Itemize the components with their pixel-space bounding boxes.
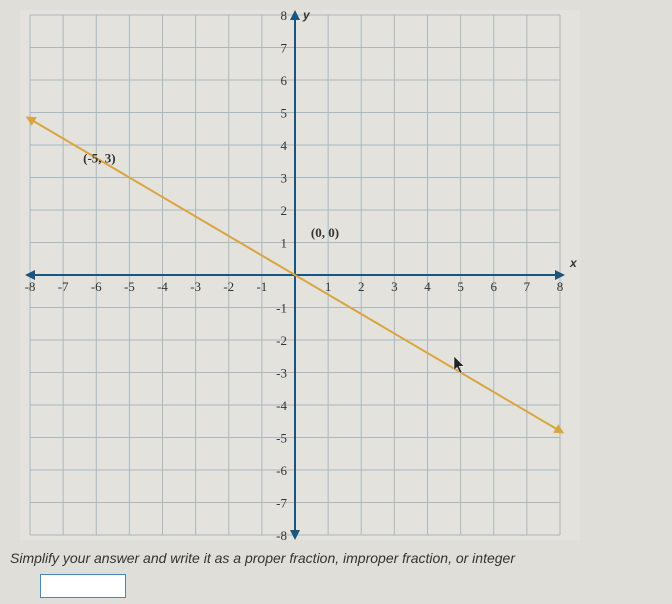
svg-text:x: x: [569, 256, 578, 270]
svg-text:-3: -3: [190, 279, 201, 294]
svg-text:7: 7: [524, 279, 531, 294]
svg-text:-7: -7: [276, 496, 287, 511]
svg-text:7: 7: [281, 41, 288, 56]
coordinate-graph: -8 -7 -6 -5 -4 -3 -2 -1 1 2 3 4 5 6 7 8 -8 -7 -6 -5 -4 -3 -2 -1…: [20, 10, 580, 540]
svg-text:(0, 0): (0, 0): [311, 225, 339, 240]
svg-text:2: 2: [358, 279, 365, 294]
graph-svg: -8 -7 -6 -5 -4 -3 -2 -1 1 2 3 4 5 6 7 8 -8 -7 -6 -5 -4 -3 -2 -1…: [20, 10, 580, 540]
svg-text:-1: -1: [276, 301, 287, 316]
svg-text:4: 4: [281, 138, 288, 153]
svg-text:-8: -8: [276, 528, 287, 540]
answer-input[interactable]: [40, 574, 126, 598]
svg-text:8: 8: [281, 10, 288, 23]
svg-text:-2: -2: [276, 333, 287, 348]
svg-text:5: 5: [281, 106, 288, 121]
svg-text:-8: -8: [25, 279, 36, 294]
instruction-text: Simplify your answer and write it as a p…: [10, 550, 662, 566]
svg-text:3: 3: [391, 279, 398, 294]
svg-text:4: 4: [424, 279, 431, 294]
svg-text:-5: -5: [124, 279, 135, 294]
svg-text:2: 2: [281, 203, 288, 218]
svg-text:-7: -7: [58, 279, 69, 294]
svg-text:5: 5: [457, 279, 464, 294]
svg-text:3: 3: [281, 171, 288, 186]
svg-text:-4: -4: [276, 398, 287, 413]
svg-text:-6: -6: [91, 279, 102, 294]
svg-text:1: 1: [325, 279, 332, 294]
svg-text:1: 1: [281, 236, 288, 251]
svg-text:-2: -2: [223, 279, 234, 294]
svg-text:6: 6: [281, 73, 288, 88]
svg-text:6: 6: [491, 279, 498, 294]
svg-text:(-5, 3): (-5, 3): [83, 151, 116, 166]
svg-text:8: 8: [557, 279, 564, 294]
svg-text:y: y: [302, 10, 311, 22]
svg-text:-1: -1: [256, 279, 267, 294]
svg-text:-5: -5: [276, 431, 287, 446]
svg-text:-3: -3: [276, 366, 287, 381]
svg-text:-4: -4: [157, 279, 168, 294]
svg-text:-6: -6: [276, 463, 287, 478]
